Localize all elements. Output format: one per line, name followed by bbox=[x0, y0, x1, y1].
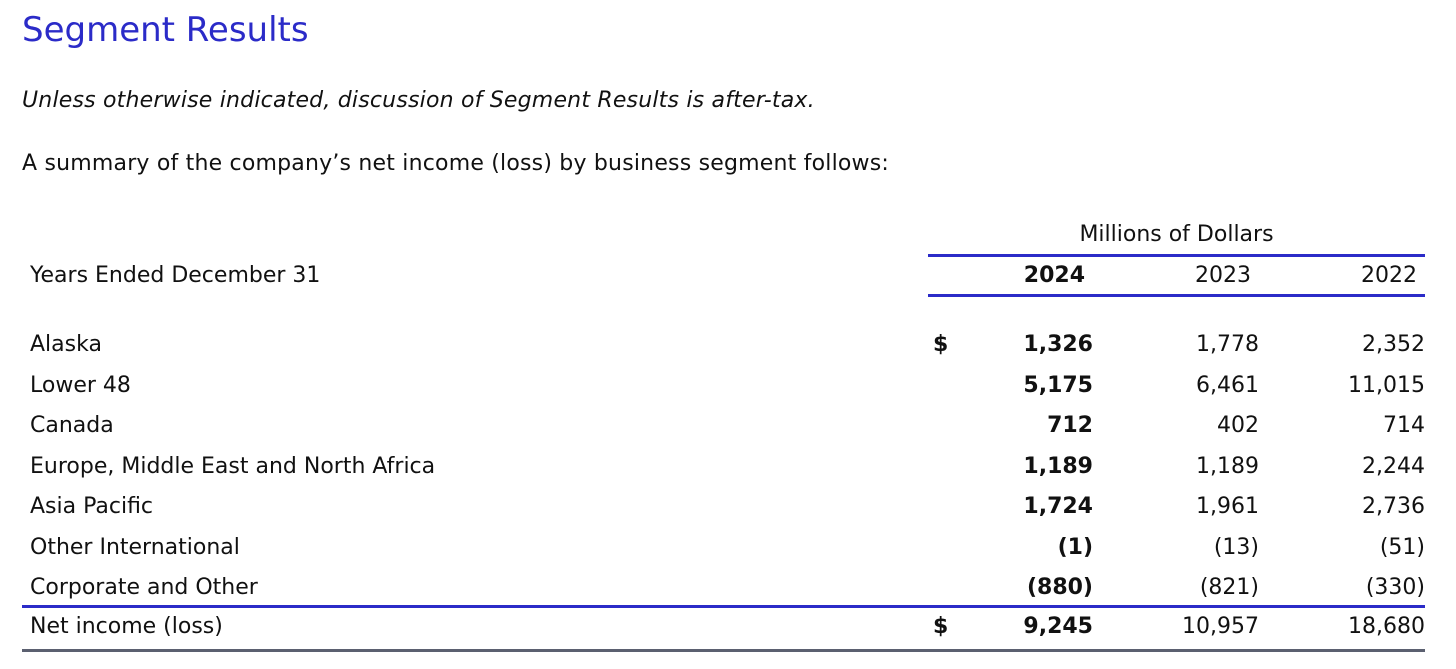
segment-label: Alaska bbox=[30, 332, 102, 357]
segment-label: Asia Pacific bbox=[30, 494, 154, 519]
value-2022: 2,244 bbox=[1362, 453, 1425, 479]
value-2024: 1,326 bbox=[1023, 332, 1093, 357]
total-currency-symbol: $ bbox=[933, 614, 949, 639]
segment-label: Other International bbox=[30, 534, 240, 560]
year-2022-header: 2022 bbox=[1361, 263, 1417, 288]
total-2022: 18,680 bbox=[1348, 614, 1425, 639]
table-row: Corporate and Other (880) (821) (330) bbox=[0, 575, 1456, 615]
table-row: Asia Pacific 1,724 1,961 2,736 bbox=[0, 494, 1456, 534]
value-2023: 1,961 bbox=[1196, 494, 1259, 519]
value-2023: 1,778 bbox=[1196, 332, 1259, 357]
value-2024: 1,189 bbox=[1023, 453, 1093, 479]
total-row: Net income (loss) $ 9,245 10,957 18,680 bbox=[0, 614, 1456, 654]
value-2022: 11,015 bbox=[1348, 372, 1425, 398]
total-label: Net income (loss) bbox=[30, 614, 223, 639]
segment-label: Europe, Middle East and North Africa bbox=[30, 453, 436, 479]
units-header: Millions of Dollars bbox=[1079, 222, 1274, 247]
table-row: Alaska $1,326 1,778 2,352 bbox=[0, 332, 1456, 372]
section-title: Segment Results bbox=[22, 10, 309, 50]
value-2024: (1) bbox=[1057, 534, 1093, 560]
value-2022: 2,736 bbox=[1362, 494, 1425, 519]
value-2024: 712 bbox=[1047, 413, 1093, 438]
value-2022: (330) bbox=[1365, 575, 1425, 600]
currency-symbol: $ bbox=[933, 332, 949, 357]
header-rule bbox=[928, 294, 1425, 297]
value-2022: 714 bbox=[1383, 413, 1425, 438]
table-row: Europe, Middle East and North Africa 1,18… bbox=[0, 454, 1456, 494]
segment-label: Canada bbox=[30, 413, 114, 438]
value-2024: 1,724 bbox=[1023, 494, 1093, 519]
total-top-rule bbox=[22, 605, 1425, 608]
value-2023: 6,461 bbox=[1196, 372, 1259, 398]
value-2024: 5,175 bbox=[1023, 372, 1093, 398]
segment-label: Corporate and Other bbox=[30, 575, 258, 600]
total-2024: 9,245 bbox=[1023, 614, 1093, 639]
value-2024: (880) bbox=[1026, 575, 1093, 600]
year-2024-header: 2024 bbox=[1023, 263, 1085, 288]
units-rule bbox=[928, 254, 1425, 257]
table-row: Other International (1) (13) (51) bbox=[0, 535, 1456, 575]
year-2023-header: 2023 bbox=[1195, 263, 1251, 288]
value-2023: 1,189 bbox=[1196, 453, 1259, 479]
value-2023: 402 bbox=[1217, 413, 1259, 438]
segment-label: Lower 48 bbox=[30, 372, 131, 398]
total-bottom-rule bbox=[22, 649, 1425, 652]
table-row: Canada 712 402 714 bbox=[0, 413, 1456, 453]
table-row: Lower 48 5,175 6,461 11,015 bbox=[0, 373, 1456, 413]
value-2022: (51) bbox=[1379, 534, 1425, 560]
value-2022: 2,352 bbox=[1362, 332, 1425, 357]
years-ended-label: Years Ended December 31 bbox=[30, 263, 321, 288]
value-2023: (821) bbox=[1199, 575, 1259, 600]
after-tax-note: Unless otherwise indicated, discussion o… bbox=[22, 88, 815, 113]
total-2023: 10,957 bbox=[1182, 614, 1259, 639]
summary-intro: A summary of the company’s net income (l… bbox=[22, 151, 890, 176]
value-2023: (13) bbox=[1213, 534, 1259, 560]
